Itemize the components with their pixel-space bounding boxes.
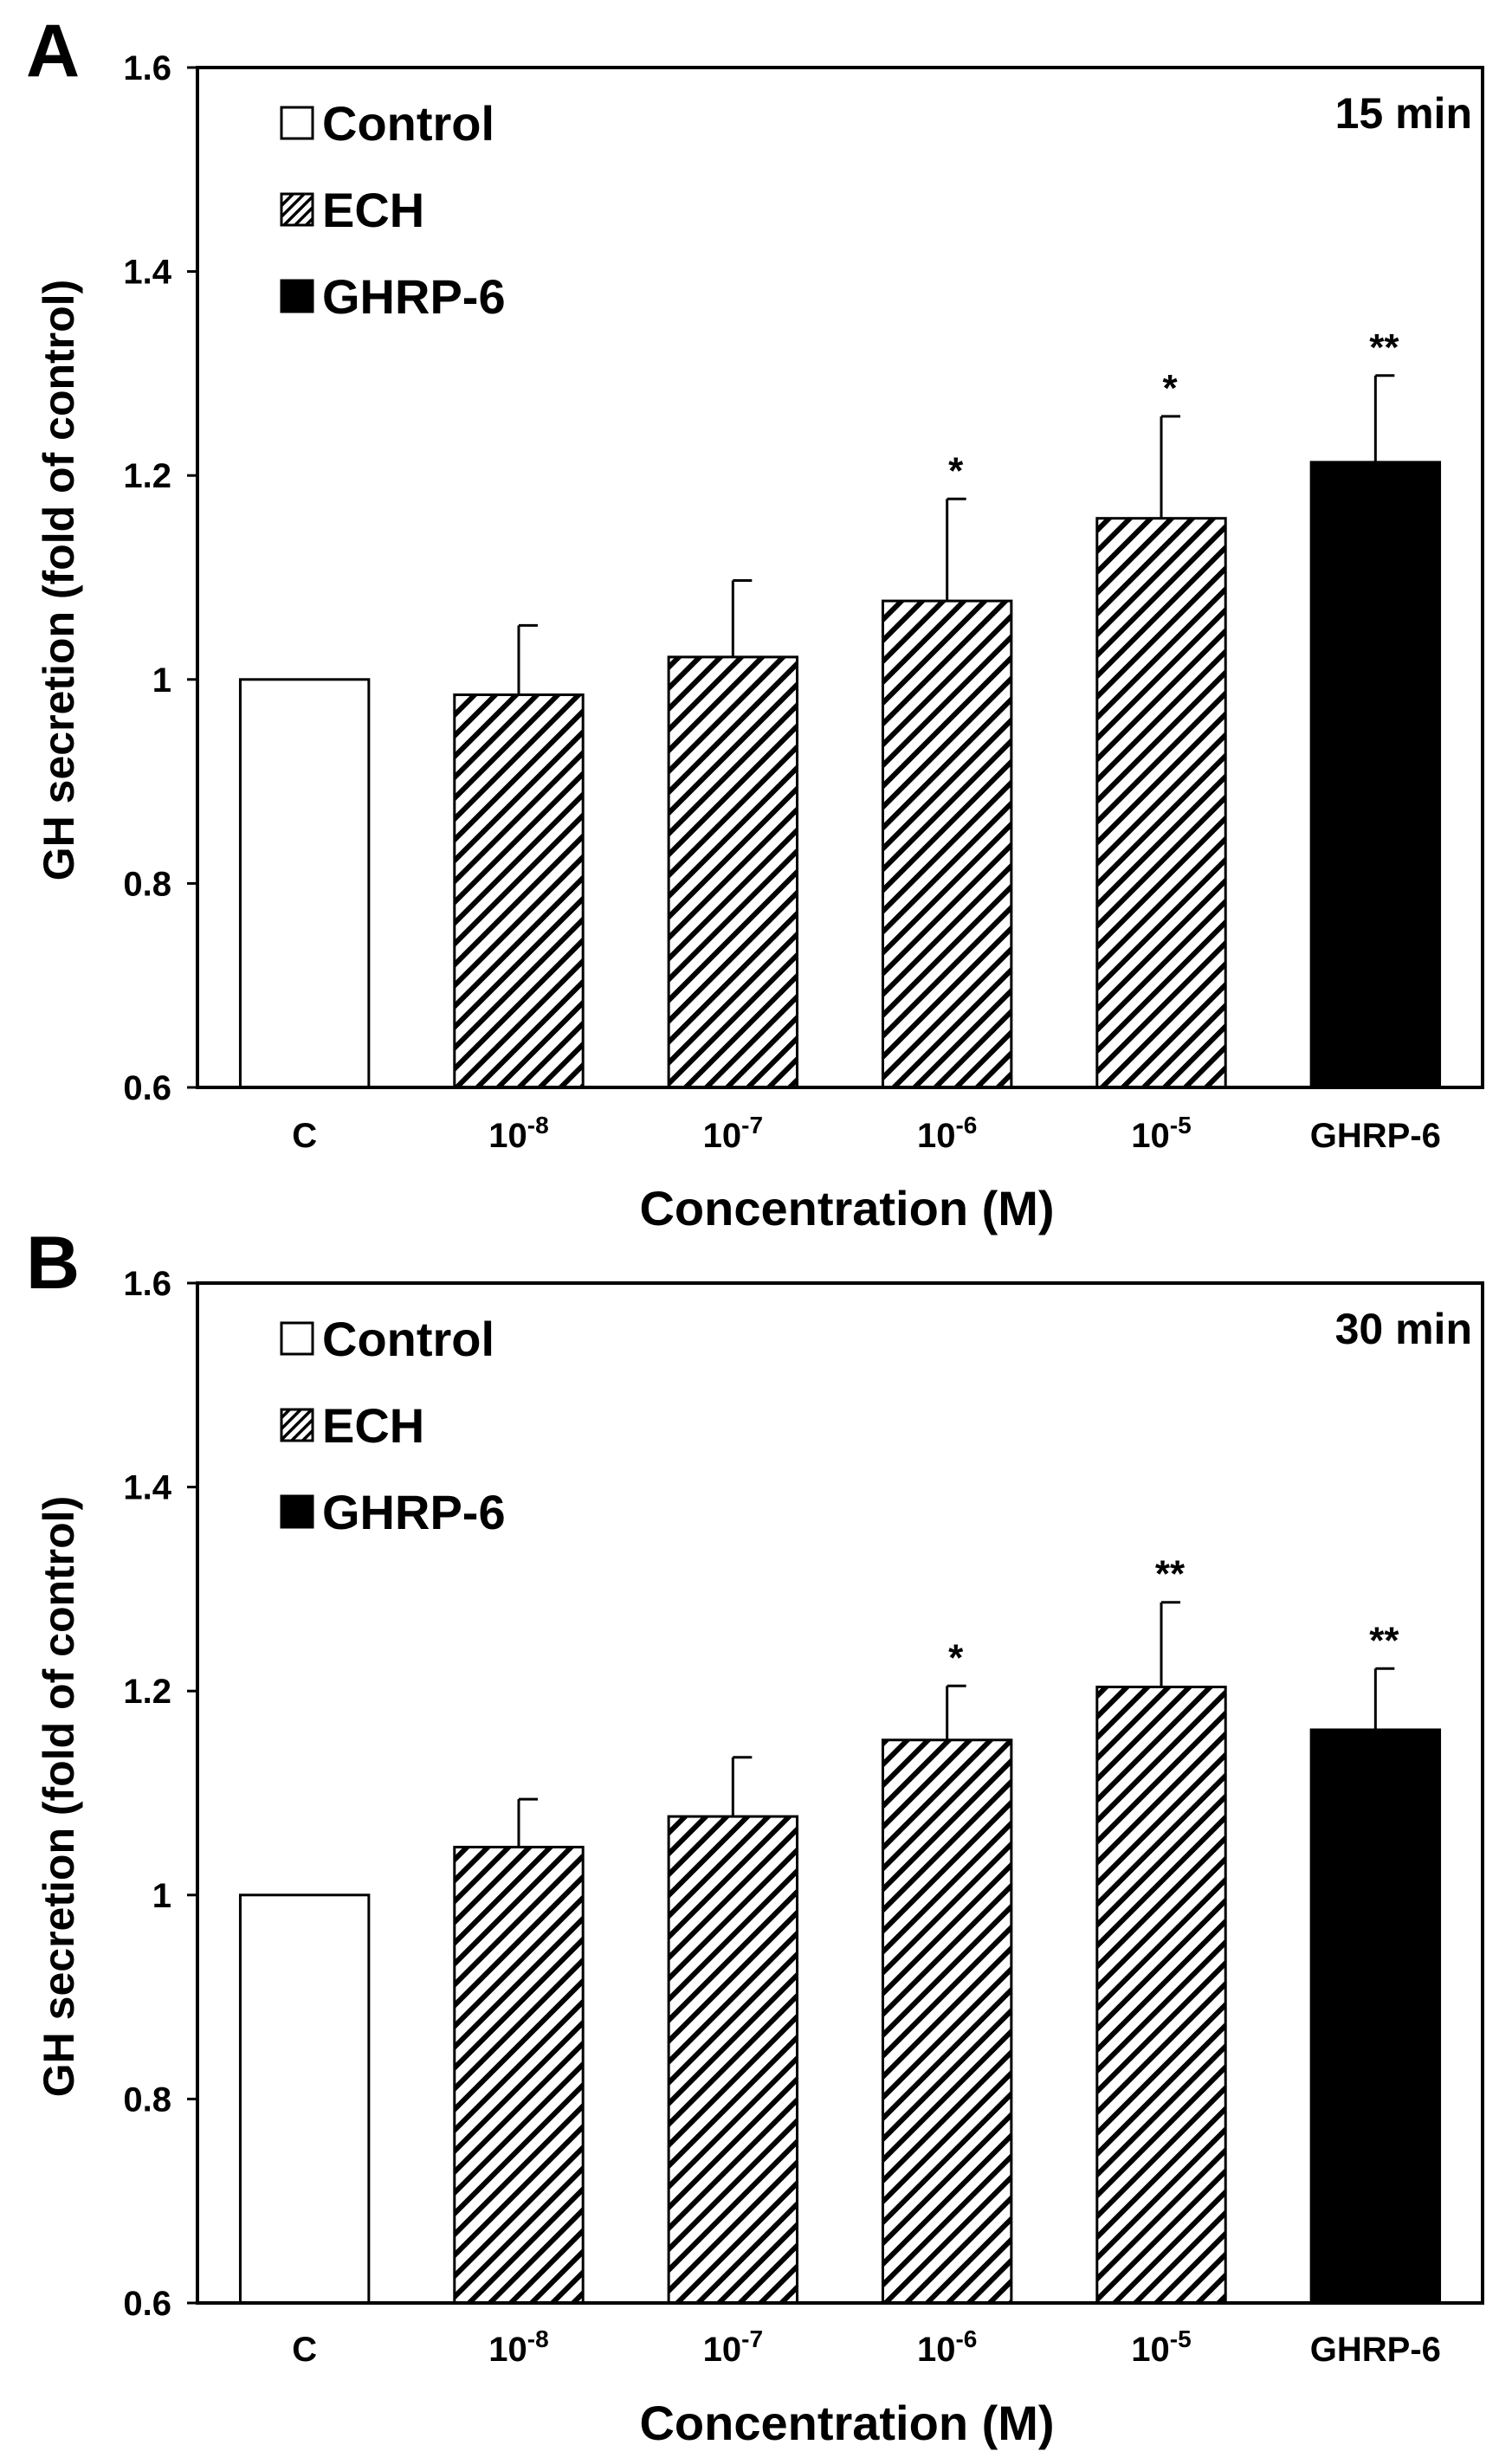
- y-tick-label: 1: [152, 1877, 171, 1915]
- legend-label: GHRP-6: [322, 269, 506, 324]
- panel-a: A 15 min GH secretion (fold of control) …: [26, 10, 1484, 1235]
- y-tick-label: 1.4: [123, 254, 171, 292]
- legend-label: GHRP-6: [322, 1485, 506, 1539]
- significance-marks: ****: [948, 326, 1399, 493]
- y-tick-label: 0.8: [123, 865, 171, 903]
- panel-label: A: [26, 10, 80, 93]
- bar: [667, 1815, 799, 2305]
- x-tick-label: 10-6: [917, 2325, 977, 2369]
- significance-mark: *: [948, 1636, 964, 1679]
- y-ticks: 0.6 0.8 1 1.2 1.4 1.6: [123, 1265, 197, 2323]
- y-tick-label: 1.4: [123, 1469, 171, 1507]
- bar: [1095, 1685, 1227, 2305]
- bar: [453, 1845, 585, 2305]
- legend-label: ECH: [322, 183, 424, 237]
- error-bars: [517, 1601, 1395, 1848]
- legend-swatch: [280, 106, 314, 140]
- legend-swatch: [280, 1408, 314, 1442]
- y-axis-label: GH secretion (fold of control): [35, 1496, 83, 2097]
- legend: Control ECH GHRP-6: [280, 96, 506, 324]
- y-tick-label: 0.6: [123, 2285, 171, 2323]
- y-ticks: 0.6 0.8 1 1.2 1.4 1.6: [123, 49, 197, 1107]
- panel-label: B: [26, 1222, 80, 1305]
- legend: Control ECH GHRP-6: [280, 1312, 506, 1539]
- plot-frame: [196, 66, 1484, 1089]
- x-tick-label: C: [292, 1117, 317, 1155]
- bars: [238, 461, 1442, 1089]
- significance-marks: *****: [948, 1553, 1399, 1680]
- x-tick-label: 10-5: [1131, 2325, 1191, 2369]
- bars: [238, 1685, 1442, 2305]
- significance-mark: *: [1162, 367, 1178, 410]
- bar: [881, 1738, 1013, 2305]
- significance-mark: **: [1155, 1553, 1186, 1596]
- x-tick-label: GHRP-6: [1310, 1117, 1441, 1155]
- x-tick-labels: C 10-8 10-7 10-6 10-5 GHRP-6: [292, 1112, 1441, 1155]
- bar: [1095, 517, 1227, 1089]
- x-tick-label: 10-7: [703, 2325, 763, 2369]
- bar: [238, 1893, 371, 2305]
- error-bars: [517, 374, 1395, 695]
- significance-mark: *: [948, 449, 964, 492]
- y-tick-label: 0.8: [123, 2080, 171, 2119]
- legend-swatch: [280, 192, 314, 227]
- panel-b: B 30 min GH secretion (fold of control) …: [26, 1222, 1484, 2450]
- significance-mark: **: [1369, 1619, 1399, 1661]
- x-tick-label: 10-5: [1131, 1112, 1191, 1155]
- legend-swatch: [280, 1321, 314, 1356]
- bar: [1309, 461, 1442, 1089]
- bar: [238, 678, 371, 1089]
- bar: [1309, 1728, 1442, 2305]
- time-label: 30 min: [1335, 1305, 1472, 1353]
- bar: [453, 693, 585, 1089]
- x-tick-label: 10-8: [488, 2325, 548, 2369]
- legend-swatch: [280, 1494, 314, 1529]
- time-label: 15 min: [1335, 89, 1472, 138]
- y-axis-label: GH secretion (fold of control): [35, 280, 83, 880]
- y-tick-label: 1.6: [123, 49, 171, 87]
- x-tick-label: 10-7: [703, 1112, 763, 1155]
- legend-swatch: [280, 279, 314, 313]
- x-axis-label: Concentration (M): [639, 1181, 1054, 1235]
- y-tick-label: 1.2: [123, 457, 171, 495]
- x-tick-label: 10-6: [917, 1112, 977, 1155]
- x-tick-label: GHRP-6: [1310, 2331, 1441, 2369]
- bar: [881, 599, 1013, 1089]
- x-tick-labels: C 10-8 10-7 10-6 10-5 GHRP-6: [292, 2325, 1441, 2369]
- y-tick-label: 0.6: [123, 1069, 171, 1107]
- y-tick-label: 1.2: [123, 1673, 171, 1711]
- x-axis-label: Concentration (M): [639, 2396, 1054, 2450]
- legend-label: ECH: [322, 1398, 424, 1453]
- x-tick-label: 10-8: [488, 1112, 548, 1155]
- legend-label: Control: [322, 96, 494, 151]
- significance-mark: **: [1369, 326, 1399, 369]
- bar: [667, 655, 799, 1089]
- x-tick-label: C: [292, 2331, 317, 2369]
- y-tick-label: 1.6: [123, 1265, 171, 1303]
- legend-label: Control: [322, 1312, 494, 1366]
- y-tick-label: 1: [152, 661, 171, 700]
- plot-frame: [196, 1281, 1484, 2305]
